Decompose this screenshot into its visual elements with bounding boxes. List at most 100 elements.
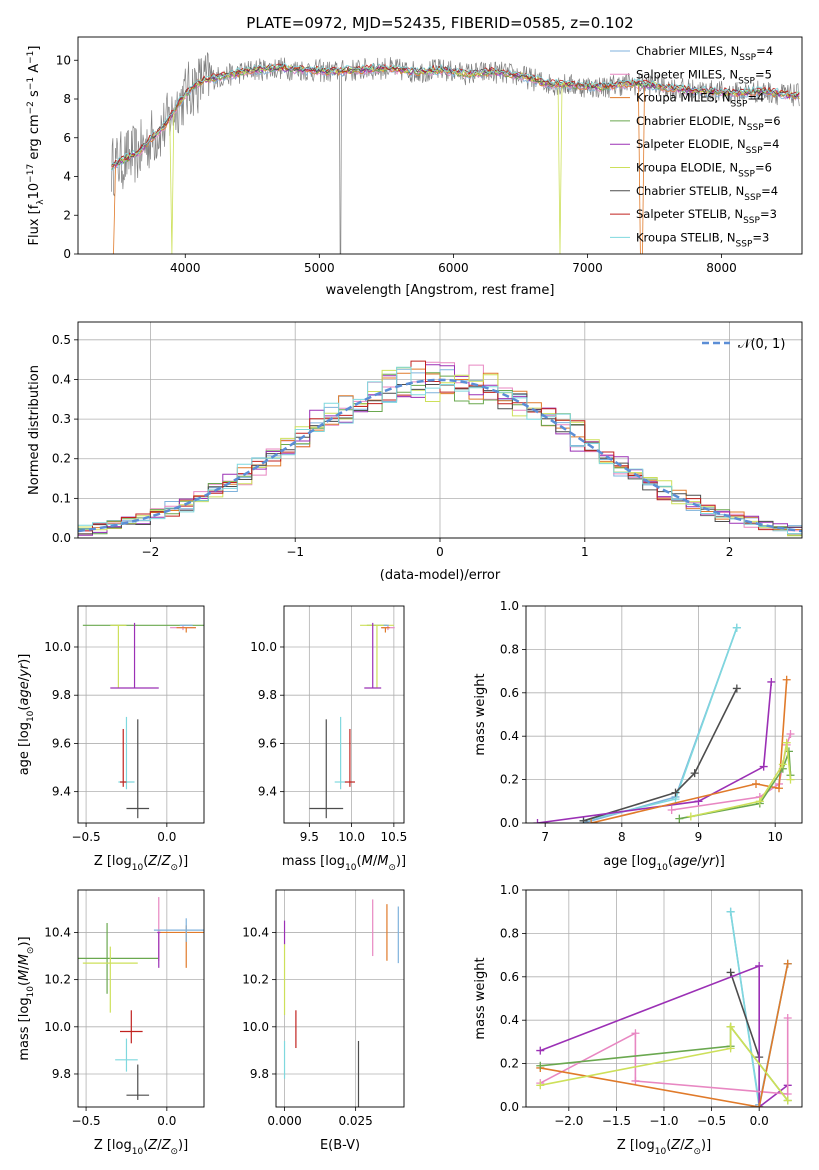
label-part: )] — [701, 1138, 711, 1153]
weight-marker — [579, 816, 588, 823]
label-part: Kroupa ELODIE, N — [636, 161, 738, 175]
legend-entry: Salpeter ELODIE, NSSP=4 — [636, 137, 779, 156]
x-tick-label: −1.0 — [649, 1114, 678, 1128]
weight-line — [540, 964, 789, 1107]
label-part: / — [157, 854, 162, 869]
y-tick-label: 10.2 — [242, 973, 269, 987]
y-tick-label: 0.4 — [500, 729, 519, 743]
label-part: ] — [27, 46, 42, 51]
y-tick-label: 9.4 — [258, 785, 277, 799]
x-tick-label: −1 — [286, 545, 304, 559]
x-tick-label: 6000 — [438, 261, 469, 275]
axes-mass_vs_Z: −0.5 0.09.810.010.210.4Z [log10(Z/Z⊙)]mas… — [17, 889, 205, 1157]
weight-marker — [782, 675, 791, 684]
label-part: )] — [17, 654, 32, 664]
weight-line — [671, 733, 792, 811]
x-tick-label: −2 — [142, 545, 160, 559]
label-part: =4 — [756, 44, 773, 58]
label-part: age — [673, 854, 697, 869]
weight-marker — [786, 775, 795, 784]
grid — [284, 606, 404, 823]
label-part: ⊙ — [170, 863, 178, 873]
label-part: Salpeter STELIB, N — [636, 207, 743, 221]
label-part: age — [17, 681, 32, 705]
axes-frame — [525, 889, 803, 1108]
label-part: )] — [178, 854, 188, 869]
residual-legend: 𝒩(0, 1) — [702, 337, 785, 352]
x-axis-label: Z [log10(Z/Z⊙)] — [94, 854, 188, 873]
axes-residuals: −2 −1 0 1 2 0.0 0.1 0.2 0.3 0.4 0.5 𝒩(0, 1) (data-mo… — [27, 321, 803, 583]
label-part: =5 — [755, 67, 772, 81]
weight-line — [583, 688, 738, 822]
weight-marker — [784, 747, 793, 756]
y-tick-label: 0.2 — [500, 773, 519, 787]
label-part: Z — [161, 854, 172, 869]
axes-age_vs_Z: −0.5 0.09.49.69.810.0Z [log10(Z/Z⊙)]age [… — [17, 605, 205, 873]
label-part: −2 — [26, 101, 36, 114]
y-tick-label: 1.0 — [500, 599, 519, 613]
label-part: SSP — [731, 100, 748, 110]
label-part: Chabrier MILES, N — [636, 44, 739, 58]
errorbars — [82, 622, 204, 819]
weight-line — [729, 972, 760, 1107]
axes-weight_vs_Z: −2.0 −1.5 −1.0 −0.5 0.0 0.0 0.2 0.4 0.6 0.8 1.0 Z [… — [473, 883, 803, 1157]
label-part: M — [377, 854, 388, 869]
legend-entry: Chabrier STELIB, NSSP=4 — [636, 184, 778, 203]
weight-marker — [536, 1046, 545, 1055]
x-tick-label: 0.025 — [338, 1114, 372, 1128]
label-part: )] — [178, 1138, 188, 1153]
weight-marker — [667, 805, 676, 814]
label-part: 10 — [345, 863, 357, 873]
y-tick-label: 0.0 — [500, 1100, 519, 1114]
grid — [526, 605, 802, 824]
label-part: mass [log — [17, 997, 32, 1060]
label-part: age [log — [17, 722, 32, 775]
label-part: 10 — [655, 1147, 667, 1157]
x-axis-label: (data-model)/error — [380, 568, 501, 583]
weight-marker — [755, 797, 764, 806]
weight-marker — [783, 1014, 792, 1023]
x-tick-label: −0.5 — [72, 1114, 101, 1128]
weight-marker — [732, 684, 741, 693]
y-tick-label: 0.2 — [52, 452, 71, 466]
label-part: SSP — [739, 53, 756, 63]
label-part: Z — [147, 1138, 158, 1153]
x-tick-label: 0.000 — [267, 1114, 301, 1128]
errorbars — [283, 899, 399, 1107]
legend-entry: Chabrier ELODIE, NSSP=6 — [636, 114, 781, 133]
spectrum-model-line — [111, 65, 800, 170]
gaussian-curve — [78, 378, 802, 533]
x-tick-label: 9 — [695, 830, 703, 844]
label-part: ( — [17, 706, 32, 711]
weight-marker — [726, 968, 735, 977]
y-tick-label: 9.8 — [250, 1067, 269, 1081]
weight-marker — [752, 779, 760, 788]
x-axis-label: wavelength [Angstrom, rest frame] — [326, 283, 555, 298]
weight-marker — [726, 1044, 735, 1053]
label-part: =3 — [760, 207, 777, 221]
axes-frame — [77, 889, 205, 1108]
grid — [78, 890, 204, 1107]
y-tick-label: 10.4 — [242, 925, 269, 939]
label-part: / — [373, 854, 378, 869]
x-tick-label: 10.5 — [380, 830, 407, 844]
x-tick-label: 0.0 — [157, 830, 176, 844]
y-axis-label: mass [log10(M/M⊙)] — [17, 936, 36, 1060]
y-tick-label: 1.0 — [500, 883, 519, 897]
y-tick-label: 0.6 — [500, 970, 519, 984]
y-tick-label: 10.0 — [242, 1020, 269, 1034]
label-part: ( — [357, 854, 362, 869]
weight-marker — [690, 769, 699, 778]
y-tick-label: 0.2 — [500, 1057, 519, 1071]
label-part: Kroupa STELIB, N — [636, 230, 736, 244]
label-part: Z [log — [94, 854, 132, 869]
y-tick-label: 9.6 — [52, 736, 71, 750]
label-part: λ — [36, 199, 46, 205]
label-part: ( — [143, 854, 148, 869]
y-tick-label: 2 — [63, 208, 71, 222]
axes-mass_vs_EBV: 0.000 0.025 9.8 10.0 10.2 10.4 E(B-V) — [242, 889, 405, 1153]
label-part: Z — [684, 1138, 695, 1153]
